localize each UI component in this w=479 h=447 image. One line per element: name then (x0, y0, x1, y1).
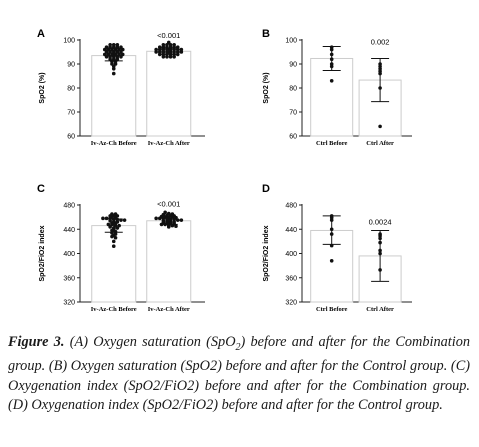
y-tick-label: 320 (285, 300, 297, 307)
data-point (154, 47, 158, 52)
data-point (161, 43, 166, 47)
bar (146, 50, 192, 137)
caption-text-a: (A) Oxygen saturation (SpO (64, 334, 236, 350)
data-point (101, 216, 105, 221)
figure-panels: A SpO2 (%) 60 70 80 90 100 Iv-Az-Ch Before Iv-Az… (37, 28, 412, 313)
panel-c: C SpO2/FiO2 index 320 360 400 440 480 Iv-Az-Ch … (37, 183, 205, 313)
data-point (179, 47, 184, 52)
bar (91, 225, 137, 303)
y-tick-label: 70 (289, 110, 297, 117)
y-axis-label: SpO2 (%) (263, 72, 270, 103)
panel-letter: C (37, 183, 45, 195)
data-point (170, 212, 175, 216)
data-point (163, 210, 167, 215)
group-0: Iv-Az-Ch Before (91, 212, 137, 313)
data-point (113, 212, 118, 216)
panel-letter: D (262, 183, 270, 195)
data-point (119, 45, 123, 49)
p-value-label: <0.001 (157, 199, 180, 208)
group-1: Ctrl After (358, 229, 402, 313)
bar (146, 220, 192, 303)
group-1: Iv-Az-Ch After (146, 40, 192, 147)
data-point (329, 79, 334, 83)
x-category-label: Iv-Az-Ch After (148, 140, 190, 147)
y-tick-label: 360 (285, 275, 297, 282)
data-point (111, 244, 116, 249)
data-point (104, 45, 109, 49)
x-category-label: Ctrl Before (316, 306, 348, 313)
data-point (111, 71, 116, 76)
data-point (378, 124, 382, 129)
y-tick-label: 400 (285, 251, 297, 258)
x-category-label: Ctrl After (366, 306, 394, 313)
panel-b: B SpO2 (%) 60 70 80 90 100 Ctrl Before Ctrl Afte… (262, 28, 412, 147)
y-tick-label: 360 (63, 275, 75, 282)
group-0: Ctrl Before (310, 214, 354, 313)
data-point (172, 43, 176, 47)
group-0: Iv-Az-Ch Before (91, 43, 137, 147)
y-tick-label: 70 (67, 110, 75, 117)
y-tick-label: 480 (63, 203, 75, 210)
y-tick-label: 400 (63, 251, 75, 258)
group-1: Iv-Az-Ch After (146, 210, 192, 313)
data-point (166, 211, 171, 216)
data-point (117, 223, 121, 228)
y-axis-label: SpO2/FiO2 index (39, 225, 46, 281)
y-tick-label: 60 (289, 134, 297, 141)
y-tick-label: 90 (67, 62, 75, 69)
x-category-label: Iv-Az-Ch Before (91, 140, 137, 147)
panel-d: D SpO2/FiO2 index 320 360 400 440 480 Ctrl Befo… (262, 183, 412, 313)
data-point (108, 43, 112, 47)
p-value-label: <0.001 (157, 31, 180, 40)
data-point (115, 43, 120, 47)
panel-letter: A (37, 28, 45, 40)
y-tick-label: 100 (285, 38, 297, 45)
bar (310, 57, 354, 137)
y-tick-label: 440 (63, 227, 75, 234)
data-point (111, 43, 116, 47)
data-point (122, 218, 127, 222)
y-tick-label: 80 (289, 86, 297, 93)
data-point (154, 216, 158, 221)
group-1: Ctrl After (358, 57, 402, 147)
data-point (104, 216, 109, 221)
y-axis-label: SpO2/FiO2 index (263, 225, 270, 281)
caption-label: Figure 3. (8, 334, 65, 350)
x-category-label: Ctrl After (366, 140, 394, 147)
data-point (166, 40, 171, 45)
caption-subscript: 2 (235, 341, 241, 353)
y-tick-label: 80 (67, 86, 75, 93)
data-point (106, 222, 111, 227)
x-category-label: Iv-Az-Ch Before (91, 306, 137, 313)
data-point (111, 239, 116, 244)
caption-text-b: ) before and after for the Combination g… (8, 334, 470, 414)
x-category-label: Iv-Az-Ch After (148, 306, 190, 313)
data-point (329, 258, 334, 263)
y-tick-label: 60 (67, 134, 75, 141)
group-0: Ctrl Before (310, 45, 354, 147)
y-tick-label: 100 (63, 38, 75, 45)
y-tick-label: 90 (289, 62, 297, 69)
y-tick-label: 480 (285, 203, 297, 210)
data-point (179, 218, 184, 222)
p-value-label: 0.0024 (369, 217, 392, 226)
panel-letter: B (262, 28, 270, 40)
y-tick-label: 320 (63, 300, 75, 307)
y-tick-label: 440 (285, 227, 297, 234)
figure-caption: Figure 3. (A) Oxygen saturation (SpO2) b… (8, 333, 470, 416)
p-value-label: 0.002 (371, 37, 390, 46)
x-category-label: Ctrl Before (316, 140, 348, 147)
data-point (110, 212, 114, 216)
panel-a: A SpO2 (%) 60 70 80 90 100 Iv-Az-Ch Before Iv-Az… (37, 28, 205, 147)
y-axis-label: SpO2 (%) (39, 72, 46, 103)
